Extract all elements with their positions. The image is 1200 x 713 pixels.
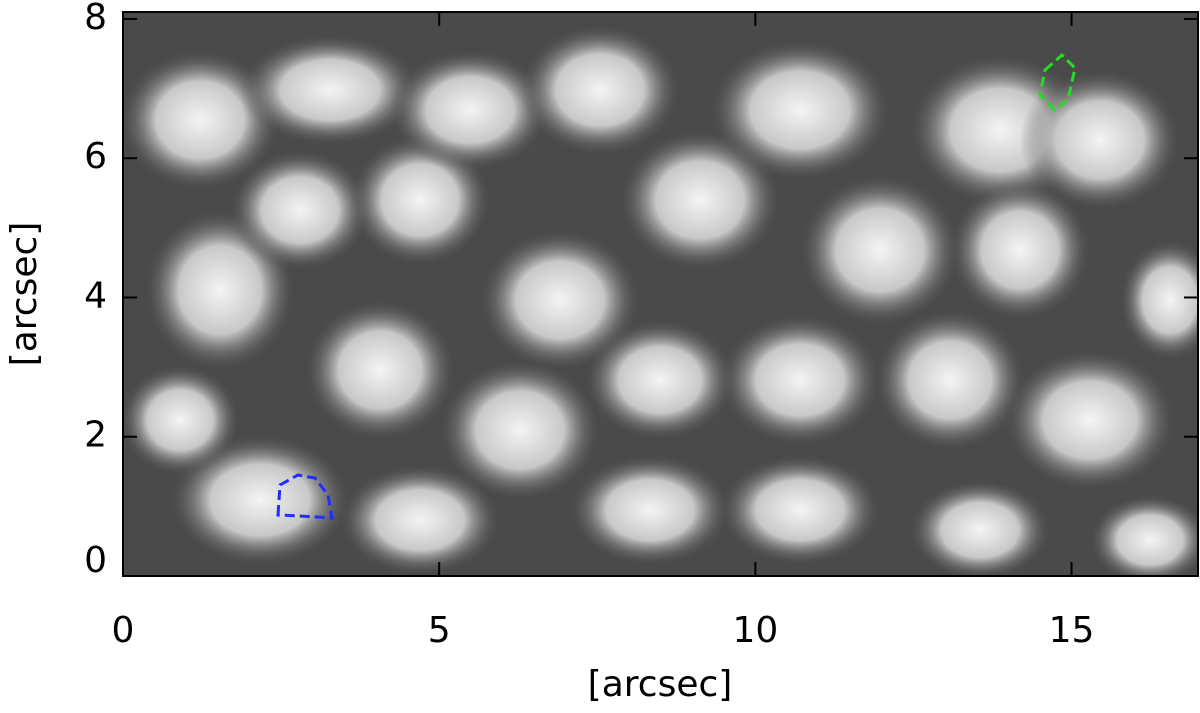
x-tick-label: 0: [112, 610, 135, 651]
granulation-image: [123, 12, 1198, 576]
blue-contour: [276, 473, 334, 520]
x-tick-label: 5: [428, 610, 451, 651]
y-tick-label: 2: [84, 415, 107, 456]
green-contour: [1038, 52, 1077, 112]
x-axis-label: [arcsec]: [588, 664, 733, 705]
x-tick-label: 15: [1049, 610, 1095, 651]
y-tick-label: 8: [84, 0, 107, 38]
y-tick-label: 0: [84, 540, 107, 581]
y-axis-label: [arcsec]: [4, 222, 45, 367]
x-tick-label: 10: [732, 610, 778, 651]
plot-frame: [122, 11, 1199, 577]
y-tick-label: 4: [84, 275, 107, 316]
y-tick-label: 6: [84, 136, 107, 177]
